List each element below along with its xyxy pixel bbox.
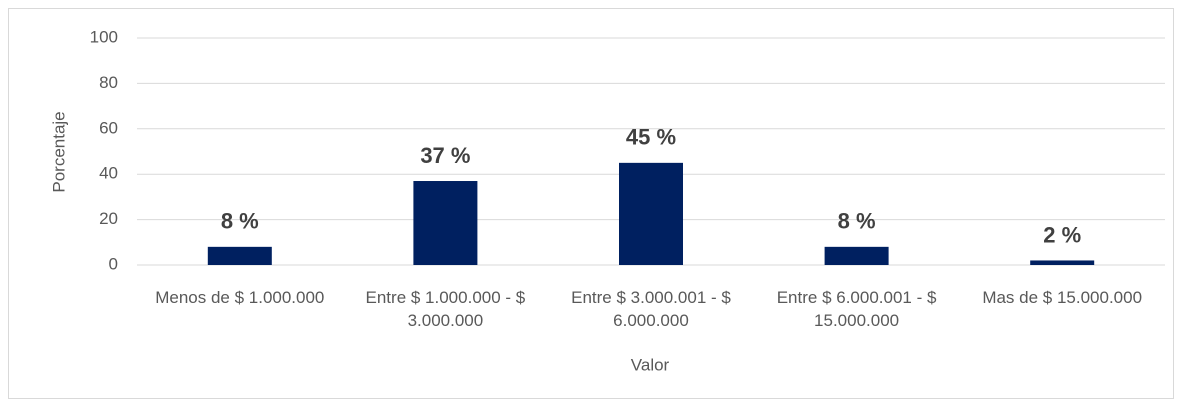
y-tick-label: 100 — [90, 27, 118, 46]
data-label: 2 % — [1043, 222, 1081, 247]
bar — [824, 246, 889, 265]
bar — [413, 181, 478, 265]
y-tick-label: 0 — [109, 254, 118, 273]
x-tick-label: Mas de $ 15.000.000 — [982, 288, 1143, 307]
data-label: 45 % — [626, 125, 676, 150]
bar — [1030, 260, 1095, 265]
data-label: 8 % — [221, 209, 259, 234]
chart-frame — [8, 8, 1174, 399]
x-tick-label: Entre $ 3.000.001 - $ 6.000.000 — [571, 288, 731, 330]
y-tick-label: 20 — [99, 209, 118, 228]
x-tick-label: Entre $ 6.000.001 - $ 15.000.000 — [776, 288, 937, 330]
y-tick-label: 40 — [99, 164, 118, 183]
data-label: 37 % — [420, 143, 470, 168]
y-axis-label: Porcentaje — [49, 111, 68, 192]
bar — [619, 162, 683, 265]
x-axis-label: Valor — [631, 355, 670, 374]
data-label: 8 % — [838, 209, 876, 234]
y-tick-label: 60 — [99, 118, 118, 137]
bar — [207, 246, 272, 265]
x-tick-label: Entre $ 1.000.000 - $ 3.000.000 — [365, 288, 526, 330]
x-tick-label: Menos de $ 1.000.000 — [155, 288, 325, 307]
y-tick-label: 80 — [99, 73, 118, 92]
